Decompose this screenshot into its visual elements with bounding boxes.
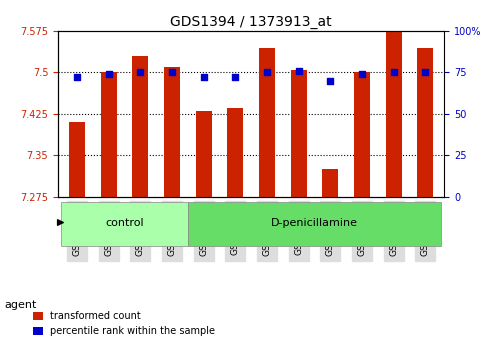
Legend: transformed count, percentile rank within the sample: transformed count, percentile rank withi… <box>29 307 219 340</box>
Text: D-penicillamine: D-penicillamine <box>271 218 358 227</box>
Bar <box>417 48 433 197</box>
Point <box>136 70 144 75</box>
Title: GDS1394 / 1373913_at: GDS1394 / 1373913_at <box>170 14 332 29</box>
FancyBboxPatch shape <box>188 202 441 246</box>
Bar <box>291 70 307 197</box>
Point <box>422 70 429 75</box>
Point <box>390 70 398 75</box>
Bar <box>69 122 85 197</box>
Point <box>168 70 176 75</box>
Point <box>105 71 113 77</box>
Bar <box>227 108 243 197</box>
Bar <box>164 67 180 197</box>
Point <box>73 75 81 80</box>
Point <box>231 75 239 80</box>
Bar <box>354 72 370 197</box>
Bar <box>196 111 212 197</box>
Text: agent: agent <box>5 300 37 310</box>
Text: control: control <box>105 218 144 227</box>
Point <box>263 70 271 75</box>
Bar <box>259 48 275 197</box>
FancyBboxPatch shape <box>61 202 188 246</box>
Bar <box>386 31 401 197</box>
Point <box>200 75 208 80</box>
Point <box>295 68 302 73</box>
Bar <box>323 169 338 197</box>
Point <box>327 78 334 83</box>
Point <box>358 71 366 77</box>
Bar <box>132 56 148 197</box>
Bar <box>101 72 116 197</box>
